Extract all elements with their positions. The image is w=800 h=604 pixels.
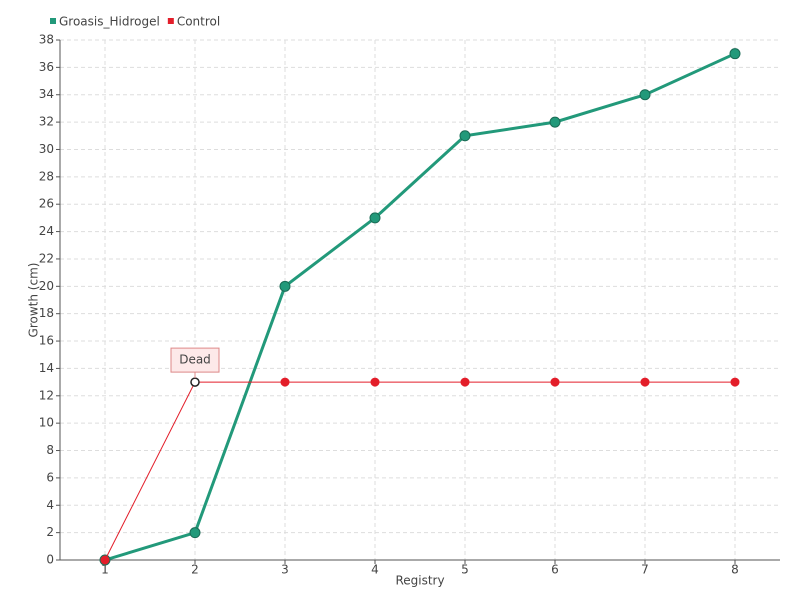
x-tick-label: 5 bbox=[461, 563, 469, 577]
annotation-text: Dead bbox=[179, 353, 211, 367]
data-point bbox=[729, 48, 741, 60]
x-tick-label: 4 bbox=[371, 563, 379, 577]
y-tick-label: 22 bbox=[39, 251, 54, 265]
x-tick-label: 1 bbox=[101, 563, 109, 577]
data-point bbox=[280, 377, 290, 387]
data-point bbox=[459, 130, 471, 142]
y-tick-label: 4 bbox=[46, 498, 54, 512]
x-axis-label: Registry bbox=[395, 574, 444, 588]
x-tick-label: 6 bbox=[551, 563, 559, 577]
series-line bbox=[104, 381, 735, 561]
data-point bbox=[639, 89, 651, 101]
data-point bbox=[549, 116, 561, 128]
data-point bbox=[730, 377, 740, 387]
y-tick-label: 0 bbox=[46, 553, 54, 567]
x-tick-label: 3 bbox=[281, 563, 289, 577]
data-point bbox=[100, 555, 110, 565]
annotation-box bbox=[170, 347, 220, 373]
legend-label: Control bbox=[177, 15, 220, 29]
data-point bbox=[189, 527, 201, 539]
x-tick-label: 7 bbox=[641, 563, 649, 577]
y-tick-label: 32 bbox=[39, 115, 54, 129]
y-tick-label: 30 bbox=[39, 142, 54, 156]
data-point bbox=[640, 377, 650, 387]
data-point bbox=[369, 212, 381, 224]
y-tick-label: 38 bbox=[39, 33, 54, 47]
data-point bbox=[550, 377, 560, 387]
y-tick-label: 14 bbox=[39, 361, 54, 375]
y-tick-label: 20 bbox=[39, 279, 54, 293]
y-tick-label: 28 bbox=[39, 169, 54, 183]
y-tick-label: 12 bbox=[39, 388, 54, 402]
legend-swatch bbox=[50, 18, 56, 24]
y-tick-label: 16 bbox=[39, 334, 54, 348]
y-tick-label: 18 bbox=[39, 306, 54, 320]
series-line bbox=[104, 52, 736, 562]
y-tick-label: 8 bbox=[46, 443, 54, 457]
y-tick-label: 2 bbox=[46, 525, 54, 539]
y-tick-label: 24 bbox=[39, 224, 54, 238]
data-point bbox=[460, 377, 470, 387]
x-tick-label: 8 bbox=[731, 563, 739, 577]
data-point bbox=[279, 280, 291, 292]
y-tick-label: 10 bbox=[39, 416, 54, 430]
y-tick-label: 6 bbox=[46, 470, 54, 484]
data-point bbox=[190, 377, 200, 387]
x-tick-label: 2 bbox=[191, 563, 199, 577]
y-axis-label: Growth (cm) bbox=[27, 263, 41, 338]
y-tick-label: 26 bbox=[39, 197, 54, 211]
y-tick-label: 36 bbox=[39, 60, 54, 74]
y-tick-label: 34 bbox=[39, 87, 54, 101]
legend-swatch bbox=[167, 18, 174, 24]
data-point bbox=[370, 377, 380, 387]
legend-label: Groasis_Hidrogel bbox=[59, 15, 160, 29]
